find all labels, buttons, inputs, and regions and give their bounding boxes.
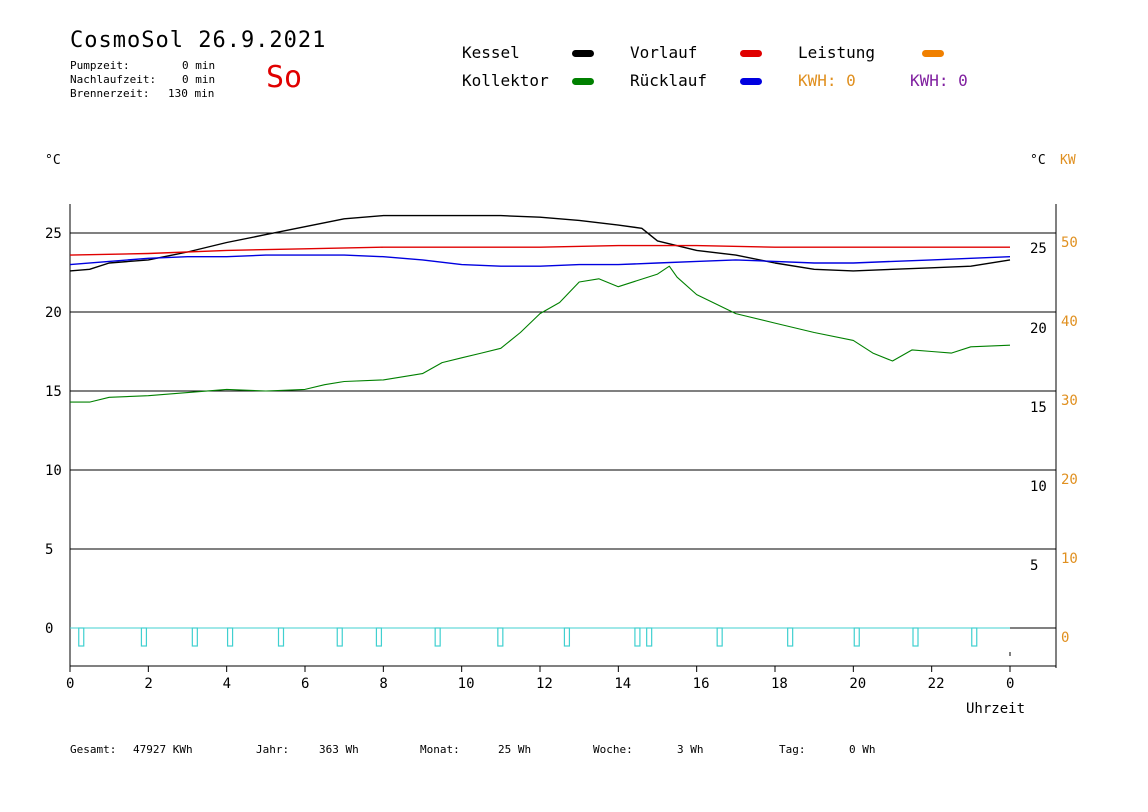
x-tick-label: 6 [301, 676, 309, 692]
x-tick-label: 22 [928, 676, 945, 692]
stat-pumpzeit-value: 0 min [182, 59, 216, 72]
stat-nachlaufzeit-value: 0 min [182, 73, 216, 86]
x-tick-label: 12 [536, 676, 553, 692]
x-tick-label: 10 [458, 676, 475, 692]
y-kw-tick: 0 [1061, 630, 1069, 646]
footer-jahr-value: 363 Wh [319, 743, 359, 756]
legend-kessel-swatch [572, 50, 594, 57]
y-left-tick: 25 [45, 226, 62, 242]
y-right-tick: 15 [1030, 400, 1047, 416]
axes [69, 204, 1057, 668]
y-kw-tick: 50 [1061, 235, 1078, 251]
y-right-tick: 20 [1030, 321, 1047, 337]
stat-pumpzeit-label: Pumpzeit: [70, 59, 130, 72]
leistung-pulse [971, 627, 978, 647]
leistung-pulse [787, 627, 794, 647]
leistung-pulse [716, 627, 723, 647]
y-right-tick: 25 [1030, 241, 1047, 257]
y-kw-tick: 20 [1061, 472, 1078, 488]
kwh-total-orange: KWH: 0 [798, 71, 856, 90]
stat-brennerzeit-value: 130 min [168, 87, 215, 100]
y-left-tick: 20 [45, 305, 62, 321]
x-tick-label: 18 [771, 676, 788, 692]
y-kw-tick: 30 [1061, 393, 1078, 409]
footer-monat-value: 25 Wh [498, 743, 532, 756]
grid-lines [70, 232, 1056, 629]
stat-brennerzeit-label: Brennerzeit: [70, 87, 150, 100]
x-tick-label: 20 [849, 676, 866, 692]
legend-vorlauf-swatch [740, 50, 762, 57]
y-right-tick: 5 [1030, 558, 1038, 574]
footer-jahr-label: Jahr: [256, 743, 290, 756]
series-rcklauf [69, 254, 1011, 267]
x-tick-label: 16 [693, 676, 710, 692]
y-kw-tick: 10 [1061, 551, 1078, 567]
right-axis-unit-kw: KW [1060, 153, 1076, 168]
x-tick-label: 2 [144, 676, 152, 692]
leistung-pulse [912, 627, 919, 647]
leistung-pulse [375, 627, 383, 647]
legend-ruecklauf-swatch [740, 78, 762, 85]
footer-tag-value: 0 Wh [849, 743, 876, 756]
right-axis-unit: °C [1030, 153, 1046, 168]
x-tick-label: 8 [379, 676, 387, 692]
legend-leistung-swatch [922, 50, 944, 57]
x-tick-label: 0 [1006, 676, 1014, 692]
y-left-tick: 5 [45, 542, 53, 558]
footer-woche-label: Woche: [593, 743, 633, 756]
leistung-pulse [336, 627, 343, 647]
weekday-label: So [266, 60, 303, 95]
kwh-total-purple: KWH: 0 [910, 71, 968, 90]
chart-title: CosmoSol 26.9.2021 [70, 28, 327, 53]
x-axis-label: Uhrzeit [966, 701, 1026, 717]
footer-gesamt-label: Gesamt: [70, 743, 117, 756]
y-left-tick: 10 [45, 463, 62, 479]
stat-nachlaufzeit-label: Nachlaufzeit: [70, 73, 157, 86]
y-left-tick: 15 [45, 384, 62, 400]
footer-gesamt-value: 47927 KWh [133, 743, 193, 756]
leistung-pulses [70, 627, 1010, 647]
left-axis-unit: °C [45, 153, 61, 168]
legend-leistung-label: Leistung [798, 43, 876, 62]
y-kw-tick: 40 [1061, 314, 1078, 330]
leistung-pulse [634, 627, 641, 647]
leistung-pulse [646, 627, 653, 647]
legend-kessel-label: Kessel [462, 43, 520, 62]
tick-labels: 0 5 10 15 20 25 5 10 15 20 25 0 10 20 30 40 50 0 2 4 6 8 10 12 1… [45, 226, 1078, 692]
series-kessel [69, 214, 1011, 272]
legend-vorlauf-label: Vorlauf [630, 43, 698, 62]
leistung-pulse [78, 627, 85, 647]
series-lines [69, 214, 1011, 403]
leistung-pulse [563, 627, 571, 647]
footer-monat-label: Monat: [420, 743, 460, 756]
leistung-pulse [853, 627, 860, 647]
leistung-pulse [434, 627, 441, 647]
series-kollektor [70, 265, 1011, 403]
leistung-pulse [140, 627, 148, 647]
legend-kollektor-swatch [572, 78, 594, 85]
legend-ruecklauf-label: Rücklauf [630, 71, 708, 90]
series-vorlauf [69, 244, 1010, 256]
y-right-tick: 10 [1030, 479, 1047, 495]
footer-woche-value: 3 Wh [677, 743, 704, 756]
leistung-pulse [191, 627, 198, 647]
x-tick-label: 14 [614, 676, 631, 692]
x-tick-label: 0 [66, 676, 74, 692]
legend-kollektor-label: Kollektor [462, 71, 549, 90]
y-left-tick: 0 [45, 621, 53, 637]
leistung-pulse [226, 627, 234, 647]
x-tick-label: 4 [223, 676, 231, 692]
leistung-pulse [497, 627, 504, 647]
footer-tag-label: Tag: [779, 743, 806, 756]
leistung-pulse [277, 627, 285, 647]
